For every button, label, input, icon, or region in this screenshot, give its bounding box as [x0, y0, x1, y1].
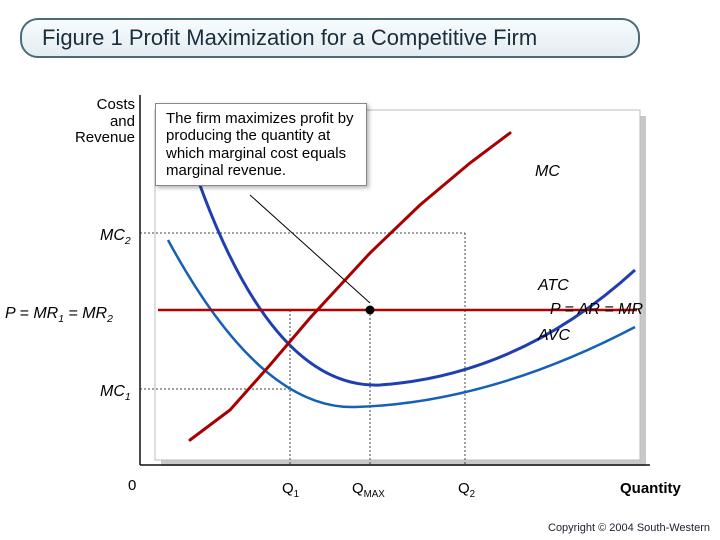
- y-axis-label: CostsandRevenue: [65, 97, 135, 147]
- avc-curve-label: AVC: [538, 327, 570, 345]
- mc2-guide-label: MC2: [100, 227, 131, 247]
- q2-tick-label: Q2: [458, 480, 475, 500]
- mc1-guide-label: MC1: [100, 383, 131, 403]
- chart-area: CostsandRevenue The firm maximizes profi…: [0, 85, 720, 505]
- callout-box: The firm maximizes profit by producing t…: [155, 103, 367, 186]
- origin-label: 0: [128, 477, 136, 494]
- mc-curve-label: MC: [535, 163, 560, 181]
- copyright-text: Copyright © 2004 South-Western: [548, 522, 710, 534]
- mr-right-label: P = AR = MR: [550, 301, 643, 319]
- atc-curve-label: ATC: [538, 277, 569, 295]
- figure-title-bar: Figure 1 Profit Maximization for a Compe…: [20, 18, 640, 58]
- qmax-tick-label: QMAX: [352, 480, 385, 500]
- q1-tick-label: Q1: [282, 480, 299, 500]
- x-axis-label: Quantity: [620, 480, 681, 497]
- figure-title: Figure 1 Profit Maximization for a Compe…: [42, 25, 537, 51]
- mr-left-label: P = MR1 = MR2: [5, 305, 113, 325]
